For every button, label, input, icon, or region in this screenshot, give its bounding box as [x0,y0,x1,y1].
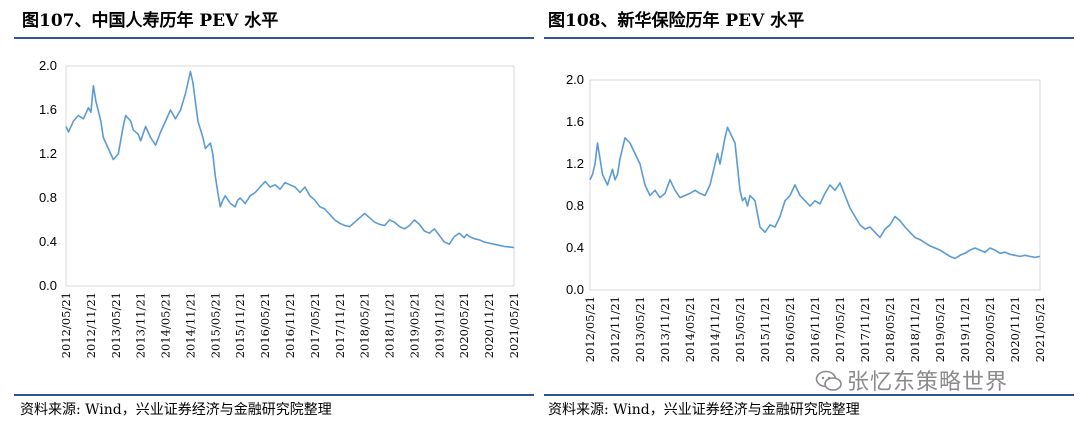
x-tick-label: 2016/05/21 [258,292,272,358]
x-tick-label: 2017/11/21 [333,292,347,358]
x-tick-label: 2019/05/21 [933,296,947,362]
x-tick-label: 2019/11/21 [958,296,972,362]
figure-108-top-rule [544,37,1074,39]
figure-108: 图108、新华保险历年 PEV 水平 资料来源: Wind，兴业证券经济与金融研… [540,0,1080,426]
watermark: 张忆东策略世界 [815,364,1008,396]
x-tick-label: 2012/05/21 [583,296,597,362]
series-line [65,70,515,249]
plot-area [589,79,1041,291]
y-tick-label: 1.2 [39,146,57,161]
watermark-text: 张忆东策略世界 [847,370,1009,395]
x-tick-label: 2020/11/21 [482,292,496,358]
x-tick-label: 2013/05/21 [109,292,123,358]
x-tick-label: 2016/05/21 [783,296,797,362]
x-tick-label: 2018/05/21 [358,292,372,358]
x-tick-label: 2020/05/21 [457,292,471,358]
x-tick-label: 2015/05/21 [733,296,747,362]
x-tick-label: 2012/05/21 [59,292,73,358]
y-tick-label: 2.0 [566,72,584,87]
plot-area [65,65,515,287]
x-tick-label: 2014/11/21 [183,292,197,358]
series-line [589,126,1041,260]
y-tick-label: 1.2 [566,156,584,171]
x-tick-label: 2018/11/21 [908,296,922,362]
figure-107-title: 图107、中国人寿历年 PEV 水平 [22,11,279,31]
figure-107-top-rule [14,37,534,39]
y-tick-label: 0.0 [39,278,57,293]
figure-107-bottom-rule [14,394,534,396]
x-tick-label: 2015/05/21 [208,292,222,358]
x-tick-label: 2020/11/21 [1008,296,1022,362]
x-tick-label: 2021/05/21 [1033,296,1047,362]
x-tick-label: 2018/11/21 [383,292,397,358]
figure-108-bottom-rule [544,394,1074,396]
x-tick-label: 2021/05/21 [507,292,521,358]
y-tick-label: 0.8 [566,198,584,213]
x-tick-label: 2012/11/21 [608,296,622,362]
x-tick-label: 2013/11/21 [134,292,148,358]
x-tick-label: 2019/05/21 [407,292,421,358]
x-tick-label: 2013/05/21 [633,296,647,362]
x-tick-label: 2013/11/21 [658,296,672,362]
figure-108-title: 图108、新华保险历年 PEV 水平 [548,11,805,31]
x-tick-label: 2012/11/21 [84,292,98,358]
x-tick-label: 2015/11/21 [233,292,247,358]
figure-107: 图107、中国人寿历年 PEV 水平 资料来源: Wind，兴业证券经济与金融研… [14,11,534,418]
x-tick-label: 2017/05/21 [833,296,847,362]
x-tick-label: 2016/11/21 [283,292,297,358]
x-tick-label: 2017/11/21 [858,296,872,362]
y-tick-label: 1.6 [39,102,57,117]
x-tick-label: 2016/11/21 [808,296,822,362]
y-tick-label: 0.4 [566,240,584,255]
x-tick-label: 2018/05/21 [883,296,897,362]
figure-107-source: 资料来源: Wind，兴业证券经济与金融研究院整理 [20,402,332,418]
wechat-icon [815,370,843,392]
figure-108-source: 资料来源: Wind，兴业证券经济与金融研究院整理 [548,402,860,418]
x-tick-label: 2015/11/21 [758,296,772,362]
x-tick-label: 2014/05/21 [683,296,697,362]
y-tick-label: 1.6 [566,114,584,129]
y-tick-label: 0.0 [566,282,584,297]
y-tick-label: 2.0 [39,58,57,73]
y-tick-label: 0.4 [39,234,57,249]
x-tick-label: 2014/11/21 [708,296,722,362]
x-tick-label: 2014/05/21 [159,292,173,358]
x-tick-label: 2019/11/21 [432,292,446,358]
y-tick-label: 0.8 [39,190,57,205]
x-tick-label: 2017/05/21 [308,292,322,358]
x-tick-label: 2020/05/21 [983,296,997,362]
